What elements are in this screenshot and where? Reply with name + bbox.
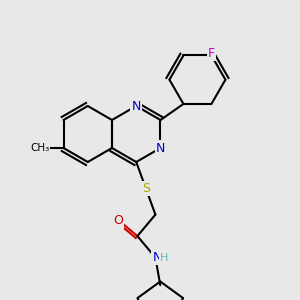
Text: F: F (208, 47, 215, 60)
Text: N: N (156, 142, 165, 154)
Text: N: N (153, 251, 162, 264)
Text: O: O (113, 214, 123, 227)
Text: N: N (132, 100, 141, 112)
Text: S: S (142, 182, 150, 195)
Text: H: H (160, 253, 169, 262)
Text: CH₃: CH₃ (30, 143, 49, 153)
